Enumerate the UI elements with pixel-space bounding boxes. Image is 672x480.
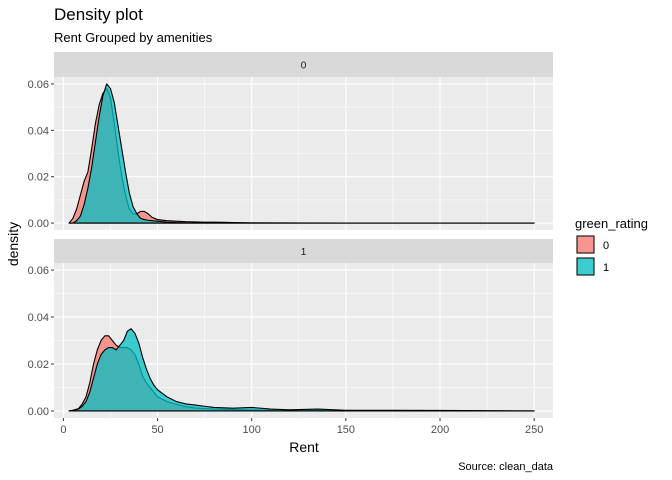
density-area-green-rating-1	[68, 328, 535, 412]
y-tick-label: 0.06	[28, 79, 49, 91]
y-tick-label: 0.02	[28, 172, 49, 184]
chart-caption: Source: clean_data	[458, 461, 554, 473]
x-tick-label: 250	[525, 424, 543, 436]
facet-strip-background	[54, 239, 553, 263]
facet-panel-0: 0 0.00 0.02 0.04 0.06	[28, 52, 553, 230]
legend: green_rating 0 1	[575, 216, 648, 276]
y-tick-label: 0.04	[28, 125, 49, 137]
x-tick-label: 50	[151, 424, 163, 436]
x-tick-label: 100	[243, 424, 261, 436]
y-tick-label: 0.00	[28, 406, 49, 418]
y-tick-label: 0.06	[28, 265, 49, 277]
y-axis-label: density	[5, 222, 21, 266]
facet-strip-background	[54, 52, 553, 77]
chart-title: Density plot	[54, 5, 143, 24]
x-tick-label: 0	[60, 424, 66, 436]
x-tick-label: 150	[337, 424, 355, 436]
y-tick-label: 0.04	[28, 312, 49, 324]
legend-key-swatch-1	[576, 257, 595, 276]
y-tick-label: 0.02	[28, 359, 49, 371]
facet-panels: 0 0.00 0.02 0.04 0.06 1 0.00 0.02 0.04 0.06 0 50 100…	[28, 52, 553, 436]
legend-entry-label: 0	[603, 240, 609, 252]
density-area-green-rating-1	[68, 83, 535, 224]
legend-key-swatch-0	[576, 235, 595, 254]
facet-strip-label: 1	[301, 247, 307, 258]
x-axis-label: Rent	[289, 439, 319, 455]
x-tick-label: 200	[431, 424, 449, 436]
legend-entry-label: 1	[603, 262, 609, 274]
chart-subtitle: Rent Grouped by amenities	[54, 30, 213, 45]
legend-title: green_rating	[575, 216, 648, 231]
y-tick-label: 0.00	[28, 218, 49, 230]
facet-panel-1: 1 0.00 0.02 0.04 0.06 0 50 100 150 200 250	[28, 239, 553, 436]
facet-strip-label: 0	[301, 61, 307, 72]
